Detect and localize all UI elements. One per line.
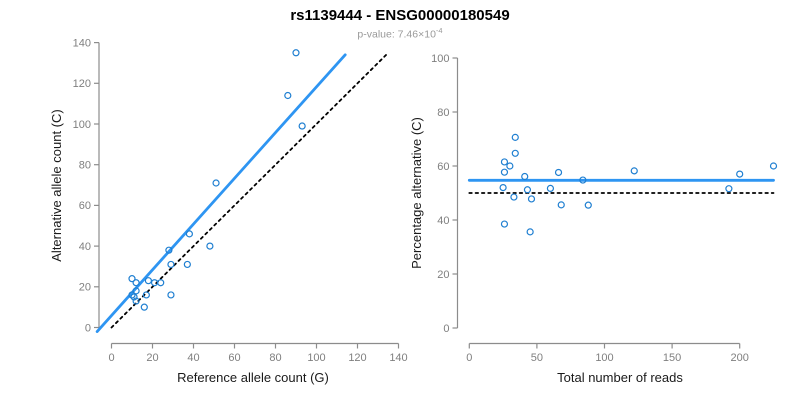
y-tick-label: 120 bbox=[73, 78, 91, 90]
pvalue-text: p-value: 7.46×10 bbox=[357, 28, 436, 41]
data-point bbox=[554, 168, 563, 177]
x-tick-label: 40 bbox=[187, 352, 199, 364]
data-point bbox=[500, 168, 509, 176]
y-tick-label: 20 bbox=[437, 269, 449, 281]
x-tick-label: 120 bbox=[348, 352, 366, 364]
x-tick-label: 100 bbox=[307, 352, 325, 364]
y-tick-label: 80 bbox=[79, 160, 91, 172]
y-tick-label: 40 bbox=[79, 241, 91, 253]
data-point bbox=[523, 186, 532, 194]
x-tick-label: 200 bbox=[731, 352, 749, 364]
data-point bbox=[500, 158, 509, 166]
x-tick-label: 100 bbox=[595, 352, 613, 364]
data-point bbox=[546, 184, 555, 193]
y-tick-label: 60 bbox=[79, 200, 91, 212]
data-point bbox=[132, 297, 140, 305]
figure-title: rs1139444 - ENSG00000180549 bbox=[290, 7, 510, 24]
figure-subtitle: p-value: 7.46×10-4 bbox=[0, 26, 800, 41]
data-point bbox=[185, 230, 193, 238]
data-point bbox=[511, 133, 519, 141]
y-tick-label: 20 bbox=[79, 282, 91, 294]
pvalue-exponent: -4 bbox=[435, 26, 443, 35]
data-point bbox=[579, 176, 587, 184]
data-point bbox=[212, 179, 220, 187]
data-point bbox=[499, 184, 507, 192]
data-point bbox=[206, 242, 214, 250]
data-point bbox=[769, 162, 778, 170]
data-point bbox=[736, 170, 744, 178]
y-tick-label: 60 bbox=[437, 161, 449, 173]
data-point bbox=[521, 172, 529, 181]
y-tick-label: 40 bbox=[437, 215, 449, 227]
right-plot-yaxis-title: Percentage alternative (C) bbox=[409, 117, 424, 269]
data-point bbox=[132, 287, 140, 295]
data-point bbox=[284, 91, 292, 100]
y-tick-label: 80 bbox=[437, 107, 449, 119]
data-point bbox=[506, 162, 514, 170]
data-point bbox=[157, 279, 165, 287]
data-point bbox=[140, 303, 148, 311]
x-tick-label: 20 bbox=[146, 352, 158, 364]
regression-line bbox=[95, 53, 347, 333]
left-plot-xaxis-title: Reference allele count (G) bbox=[177, 370, 329, 385]
data-point bbox=[510, 193, 518, 201]
data-point bbox=[144, 277, 152, 285]
data-point bbox=[142, 291, 150, 299]
right-plot-xaxis-title: Total number of reads bbox=[557, 370, 683, 385]
y-tick-label: 0 bbox=[443, 323, 449, 335]
scatter-percentage-reads: 0 20 40 60 80 100 0 50 100 150 200 bbox=[431, 53, 778, 364]
identity-line bbox=[110, 51, 390, 329]
data-point bbox=[526, 228, 534, 236]
data-point bbox=[500, 220, 509, 228]
x-tick-label: 150 bbox=[663, 352, 681, 364]
data-point bbox=[725, 185, 733, 193]
y-tick-label: 140 bbox=[73, 37, 91, 49]
x-tick-label: 60 bbox=[228, 352, 240, 364]
data-point bbox=[128, 291, 136, 299]
left-plot-yaxis-title: Alternative allele count (C) bbox=[49, 109, 64, 261]
x-tick-label: 80 bbox=[269, 352, 281, 364]
y-tick-label: 0 bbox=[85, 322, 91, 334]
data-point bbox=[511, 149, 519, 157]
y-tick-label: 100 bbox=[431, 53, 449, 65]
x-tick-label: 50 bbox=[531, 352, 543, 364]
data-point bbox=[183, 260, 191, 269]
data-point bbox=[130, 293, 138, 301]
x-tick-label: 0 bbox=[466, 352, 472, 364]
data-point bbox=[292, 49, 300, 57]
data-point bbox=[132, 279, 140, 287]
data-point bbox=[167, 260, 175, 269]
y-tick-label: 100 bbox=[73, 119, 91, 131]
data-point bbox=[298, 122, 306, 130]
data-point bbox=[167, 291, 175, 299]
data-point bbox=[165, 246, 173, 254]
x-tick-label: 140 bbox=[389, 352, 407, 364]
data-point bbox=[584, 201, 592, 209]
data-point bbox=[630, 167, 638, 175]
scatter-allele-counts: 0 20 40 60 80 100 120 140 0 20 40 60 80 100 120 140 bbox=[73, 37, 408, 364]
data-point bbox=[527, 195, 536, 203]
data-point bbox=[557, 201, 565, 209]
x-tick-label: 0 bbox=[108, 352, 114, 364]
data-point bbox=[128, 275, 136, 283]
